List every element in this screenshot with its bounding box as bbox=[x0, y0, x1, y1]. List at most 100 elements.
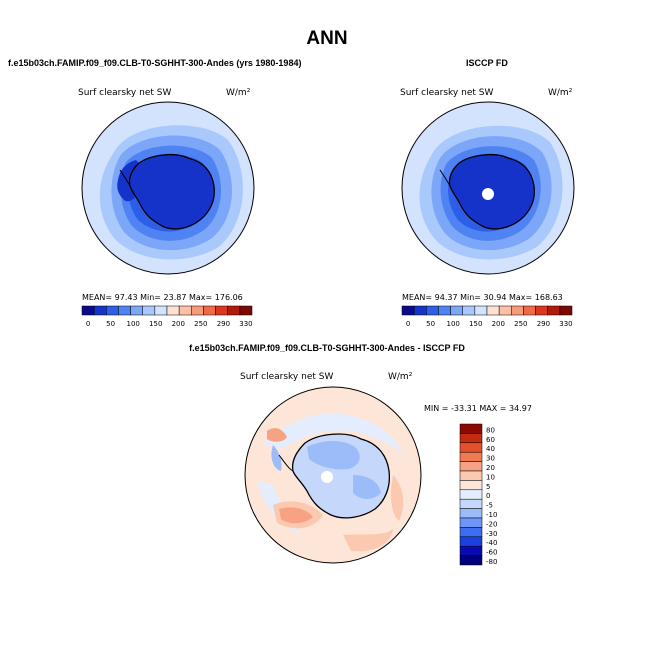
obs-colorbar-box bbox=[486, 305, 500, 316]
model-antarctica-coast bbox=[128, 153, 216, 230]
model-colorbar-box bbox=[118, 305, 131, 316]
diff-colorbar-tick-label: 0 bbox=[486, 492, 490, 500]
diff-field-band1 bbox=[263, 413, 403, 455]
diff-peninsula bbox=[278, 454, 294, 472]
obs-map-boundary bbox=[401, 101, 575, 275]
model-stats: MEAN= 97.43 Min= 23.87 Max= 176.06 bbox=[82, 293, 243, 302]
obs-stats: MEAN= 94.37 Min= 30.94 Max= 168.63 bbox=[402, 293, 563, 302]
diff-field-cool3 bbox=[353, 475, 381, 499]
model-colorbar-box bbox=[215, 305, 228, 316]
diff-colorbar-tick-label: 60 bbox=[486, 436, 495, 444]
diff-colorbar-box bbox=[459, 470, 483, 481]
diff-colorbar-box bbox=[459, 527, 483, 538]
diff-colorbar-box bbox=[459, 498, 483, 509]
diff-pole-hole bbox=[321, 471, 333, 483]
diff-colorbar-tick-label: 5 bbox=[486, 483, 490, 491]
obs-colorbar: 0 50 100 150 200 250 290 330 bbox=[401, 305, 573, 328]
model-colorbar-box bbox=[93, 305, 107, 316]
obs-units-label: W/m² bbox=[548, 88, 573, 98]
model-colorbar-box bbox=[166, 305, 180, 316]
model-polar-map bbox=[81, 101, 255, 275]
diff-colorbar-box bbox=[459, 536, 483, 547]
model-units-label: W/m² bbox=[226, 88, 251, 98]
model-colorbar-tick-label: 290 bbox=[217, 320, 230, 328]
model-colorbar-box bbox=[130, 305, 143, 316]
diff-colorbar-tick-label: 10 bbox=[486, 473, 495, 481]
obs-panel-title: ISCCP FD bbox=[466, 58, 508, 68]
diff-colorbar-box bbox=[459, 508, 483, 519]
obs-colorbar-box bbox=[511, 305, 524, 316]
diff-colorbar-tick-label: -40 bbox=[486, 539, 497, 547]
diff-field-cool2 bbox=[307, 441, 360, 470]
model-colorbar-box bbox=[239, 305, 253, 316]
diff-colorbar-box bbox=[459, 461, 483, 472]
model-colorbar-box bbox=[203, 305, 216, 316]
obs-colorbar-tick-label: 290 bbox=[537, 320, 550, 328]
obs-variable-label: Surf clearsky net SW bbox=[400, 88, 494, 98]
diff-variable-label: Surf clearsky net SW bbox=[240, 372, 334, 382]
diff-antarctica-coast bbox=[291, 433, 391, 519]
obs-pole-hole bbox=[482, 188, 494, 200]
diff-colorbar-box bbox=[459, 451, 483, 462]
obs-colorbar-box bbox=[559, 305, 573, 316]
obs-colorbar-tick-label: 200 bbox=[492, 320, 505, 328]
obs-colorbar-tick-label: 150 bbox=[469, 320, 482, 328]
obs-polar-map bbox=[401, 101, 575, 275]
model-colorbar-box bbox=[227, 305, 241, 316]
diff-colorbar-box bbox=[459, 442, 483, 453]
obs-colorbar-box bbox=[498, 305, 512, 316]
model-colorbar-tick-label: 0 bbox=[86, 320, 90, 328]
diff-field-warm4 bbox=[391, 475, 404, 521]
diff-field-cool1 bbox=[271, 445, 282, 471]
model-colorbar-tick-label: 100 bbox=[126, 320, 139, 328]
obs-colorbar-box bbox=[474, 305, 488, 316]
obs-colorbar-box bbox=[426, 305, 439, 316]
model-panel-title: f.e15b03ch.FAMIP.f09_f09.CLB-T0-SGHHT-30… bbox=[8, 58, 302, 68]
diff-colorbar-box bbox=[459, 480, 483, 491]
diff-colorbar-tick-label: -5 bbox=[486, 502, 493, 510]
diff-colorbar-box bbox=[459, 423, 483, 434]
model-colorbar-tick-label: 150 bbox=[149, 320, 162, 328]
model-colorbar-box bbox=[142, 305, 156, 316]
obs-colorbar-tick-label: 250 bbox=[514, 320, 527, 328]
diff-panel-title: f.e15b03ch.FAMIP.f09_f09.CLB-T0-SGHHT-30… bbox=[189, 343, 465, 353]
model-peninsula bbox=[119, 169, 131, 187]
model-colorbar-box bbox=[178, 305, 192, 316]
diff-polar-map bbox=[244, 386, 422, 564]
diff-colorbar-tick-label: -10 bbox=[486, 511, 497, 519]
diff-field-warm2 bbox=[279, 507, 313, 524]
diff-field-warm5 bbox=[267, 428, 287, 442]
obs-peninsula bbox=[439, 169, 451, 187]
diff-colorbar-box bbox=[459, 433, 483, 444]
diff-colorbar-box bbox=[459, 489, 483, 500]
diff-colorbar-box bbox=[459, 545, 483, 556]
obs-colorbar-box bbox=[535, 305, 548, 316]
model-colorbar-tick-label: 50 bbox=[106, 320, 115, 328]
obs-colorbar-box bbox=[450, 305, 463, 316]
model-colorbar-box bbox=[191, 305, 204, 316]
diff-colorbar-tick-label: -60 bbox=[486, 549, 497, 557]
model-colorbar: 0 50 100 150 200 250 290 330 bbox=[81, 305, 253, 328]
model-colorbar-box bbox=[81, 305, 95, 316]
diff-colorbar-tick-label: 40 bbox=[486, 445, 495, 453]
diff-stats: MIN = -33.31 MAX = 34.97 bbox=[424, 404, 532, 413]
diff-colorbar-tick-label: 30 bbox=[486, 455, 495, 463]
diff-colorbar-tick-label: -80 bbox=[486, 558, 497, 566]
obs-colorbar-box bbox=[523, 305, 536, 316]
diff-units-label: W/m² bbox=[388, 372, 413, 382]
obs-colorbar-box bbox=[401, 305, 415, 316]
diff-colorbar-tick-label: -30 bbox=[486, 530, 497, 538]
diff-colorbar-tick-label: 80 bbox=[486, 426, 495, 434]
obs-colorbar-tick-label: 330 bbox=[559, 320, 572, 328]
obs-colorbar-tick-label: 100 bbox=[446, 320, 459, 328]
obs-colorbar-box bbox=[547, 305, 561, 316]
diff-colorbar-tick-label: 20 bbox=[486, 464, 495, 472]
diff-map-boundary bbox=[244, 386, 422, 564]
diff-colorbar-box bbox=[459, 555, 483, 566]
diff-colorbar-box bbox=[459, 517, 483, 528]
model-colorbar-tick-label: 330 bbox=[239, 320, 252, 328]
obs-colorbar-tick-label: 50 bbox=[426, 320, 435, 328]
diff-colorbar-tick-label: -20 bbox=[486, 520, 497, 528]
obs-colorbar-tick-label: 0 bbox=[406, 320, 410, 328]
